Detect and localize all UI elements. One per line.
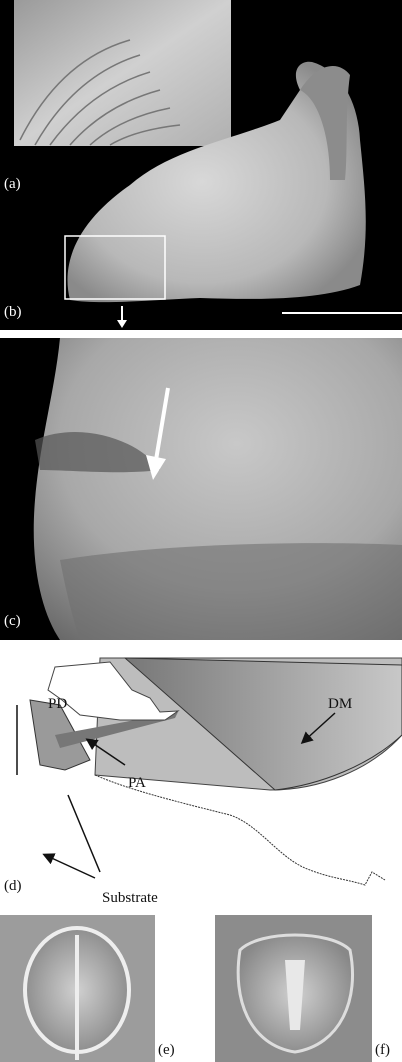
panel-label: (b): [4, 304, 22, 320]
panel-label: (e): [158, 1042, 175, 1058]
annotation: PA: [128, 775, 146, 791]
annotation: DM: [328, 696, 352, 712]
annotation: PD: [48, 696, 67, 712]
panel-label: (c): [4, 613, 21, 629]
annotation: Substrate: [102, 890, 158, 906]
figure: (a) (b) (c) (d) (e) (f) PD DM PA Substra…: [0, 0, 402, 1062]
substrate-pointer: [68, 795, 100, 872]
panel-label: (d): [4, 878, 22, 894]
panel-label: (f): [375, 1042, 390, 1058]
panel-label: (a): [4, 176, 21, 192]
substrate-arrow: [45, 855, 95, 878]
substrate-line: [95, 775, 385, 885]
shell-margin: [60, 543, 402, 640]
